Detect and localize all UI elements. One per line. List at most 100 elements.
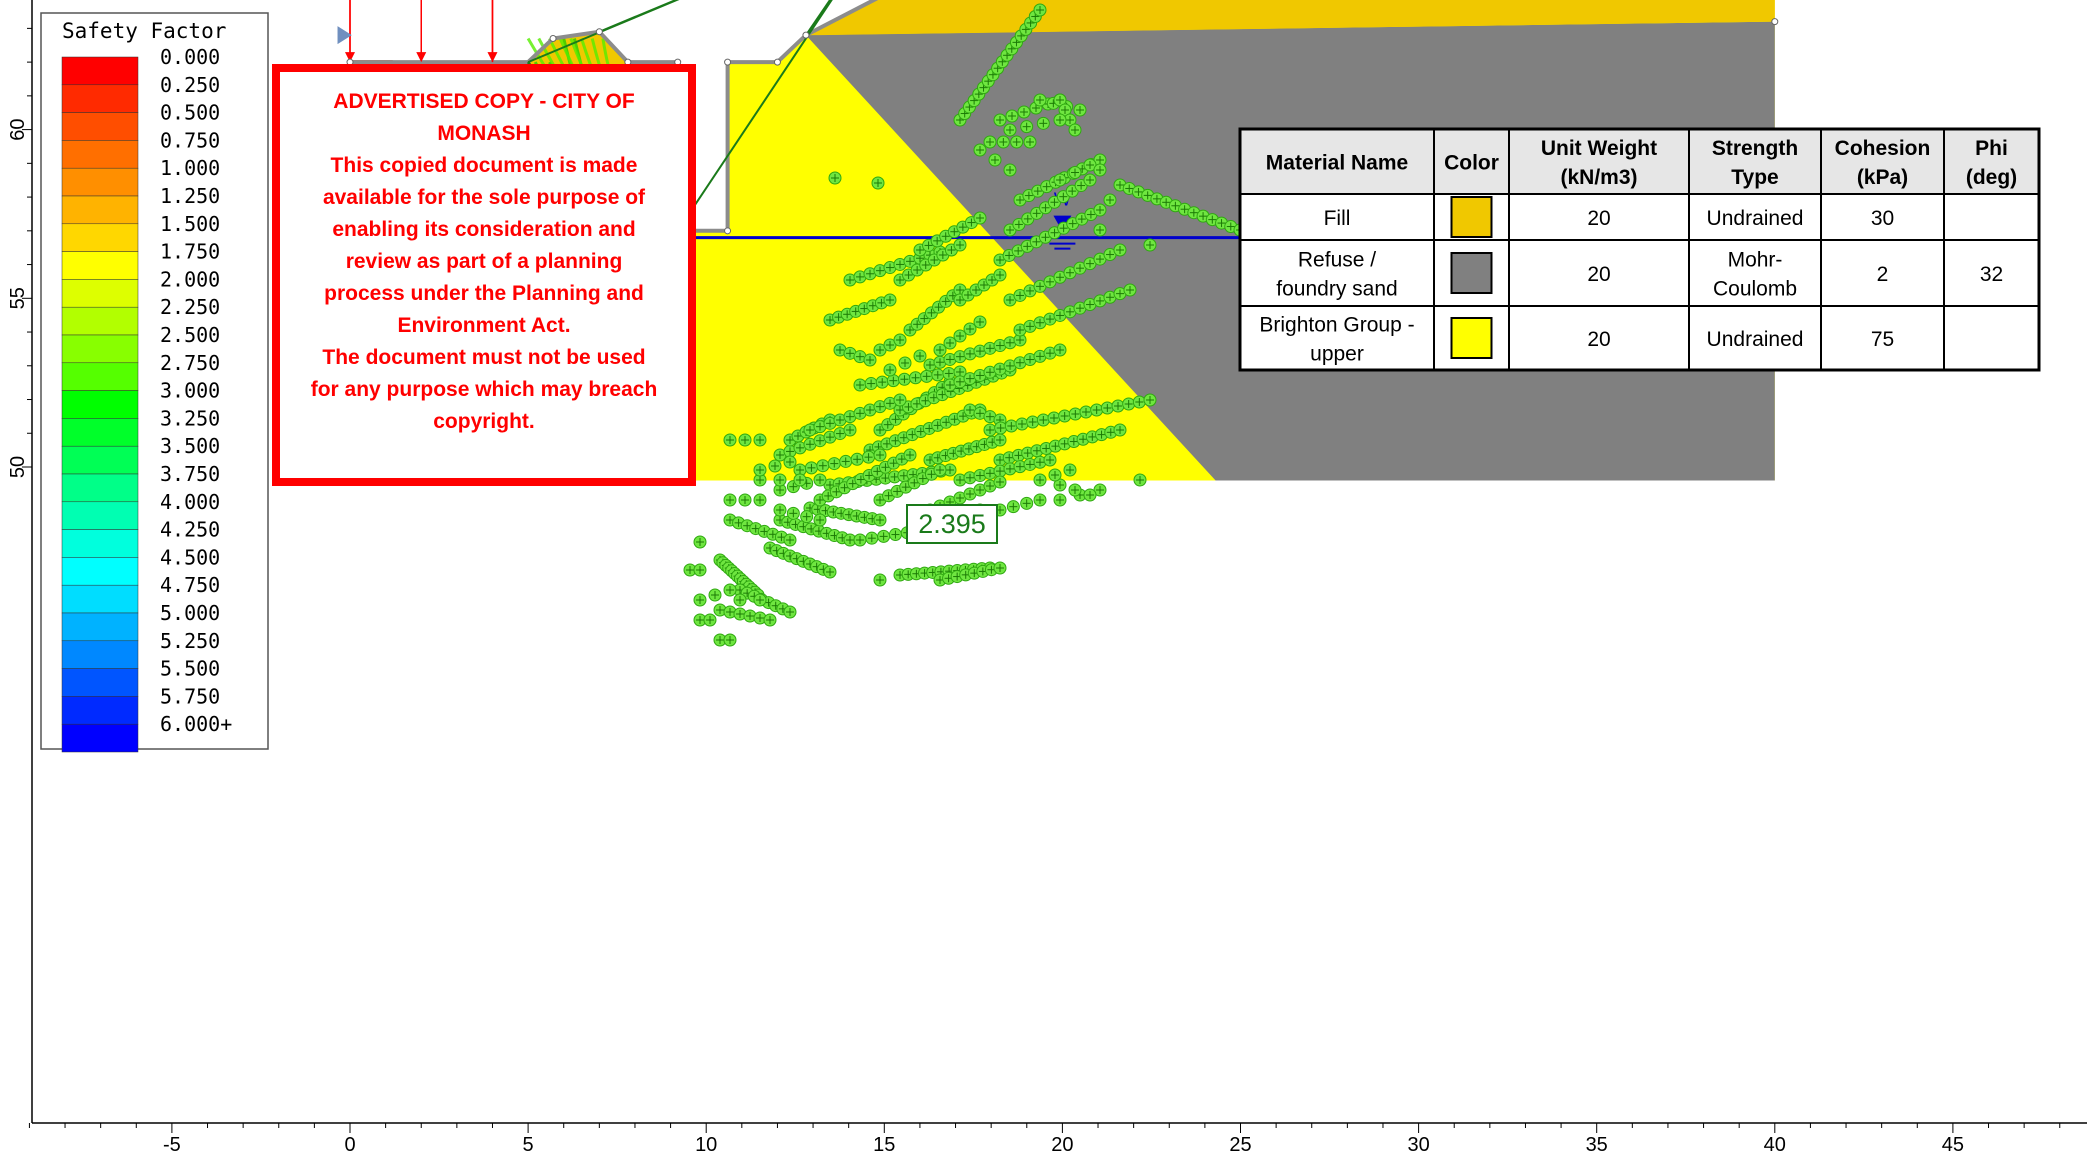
slip-center-point	[1033, 3, 1047, 17]
load-arrow-head-icon	[416, 52, 427, 63]
legend-swatch	[61, 445, 139, 475]
notice-line: for any purpose which may breach	[311, 378, 658, 401]
slip-center-point	[877, 529, 891, 543]
legend-swatch	[61, 167, 139, 197]
advertised-copy-notice: ADVERTISED COPY - CITY OF MONASH This copi…	[272, 64, 696, 486]
vertex	[1771, 18, 1779, 26]
slip-center-point	[973, 368, 987, 382]
legend-label: 2.250	[160, 295, 220, 319]
slip-center-point	[873, 513, 887, 527]
slip-center-point	[983, 341, 997, 355]
slip-center-point	[843, 346, 857, 360]
critical-radius-line	[598, 0, 679, 33]
slip-center-point	[1093, 483, 1107, 497]
slip-center-point	[723, 633, 737, 647]
notice-line: process under the Planning and	[324, 282, 644, 305]
slip-center-point	[1006, 500, 1020, 514]
slip-center-point	[1100, 401, 1114, 415]
legend-label: 3.000	[160, 379, 220, 403]
legend-label: 0.250	[160, 73, 220, 97]
slip-center-point	[1033, 493, 1047, 507]
slip-center-point	[993, 464, 1007, 478]
legend-label: 4.750	[160, 573, 220, 597]
slip-center-point	[993, 433, 1007, 447]
slip-center-point	[864, 377, 878, 391]
legend-swatch	[61, 362, 139, 391]
slip-center-point	[863, 403, 877, 417]
material-color-swatch	[1450, 196, 1493, 238]
slip-center-point	[1020, 496, 1034, 510]
slip-center-point	[963, 322, 977, 336]
slip-center-point	[723, 433, 737, 447]
table-cell: Refuse /	[1298, 249, 1376, 272]
slip-center-point	[723, 493, 737, 507]
slip-center-point	[1068, 166, 1082, 179]
slip-center-point	[993, 268, 1007, 282]
slip-center-point	[839, 454, 853, 468]
legend-swatch	[61, 557, 139, 586]
table-cell: 20	[1587, 328, 1610, 351]
slip-center-point	[983, 466, 997, 480]
materials-table: Material Name Color Unit Weight (kN/m3) Stre…	[1238, 127, 2041, 372]
slip-center-point	[853, 350, 867, 364]
slip-center-point	[943, 336, 957, 350]
y-tick-label: 50	[7, 456, 29, 478]
slip-center-point	[983, 410, 997, 424]
slip-center-point	[693, 563, 707, 577]
table-header-cell: Unit Weight	[1541, 137, 1657, 160]
slip-center-point	[1058, 103, 1072, 117]
table-cell: 2	[1877, 263, 1889, 286]
slip-center-point	[1003, 336, 1017, 350]
slip-center-point	[883, 293, 897, 307]
vertex	[724, 58, 732, 66]
legend-label: 4.250	[160, 518, 220, 542]
slip-center-point	[804, 461, 818, 475]
x-tick-label: 25	[1229, 1134, 1251, 1155]
vertex	[773, 58, 781, 66]
slip-center-point	[1093, 153, 1107, 167]
slip-center-point	[953, 329, 967, 343]
slip-center-point	[753, 473, 767, 487]
slip-center-point	[993, 113, 1007, 127]
slip-center-point	[1033, 93, 1047, 107]
slip-center-point	[1023, 284, 1037, 298]
legend-swatch	[61, 112, 139, 141]
vertex	[724, 227, 732, 235]
slip-center-point	[988, 153, 1002, 167]
slip-center-point	[733, 593, 747, 607]
table-cell: Coulomb	[1713, 278, 1797, 301]
legend-label: 3.750	[160, 462, 220, 486]
legend-label: 1.500	[160, 212, 220, 236]
slip-center-point	[683, 563, 697, 577]
slip-center-point	[1013, 356, 1027, 370]
slip-center-point	[875, 375, 889, 389]
slip-center-point	[933, 343, 947, 357]
slip-center-point	[1133, 473, 1147, 487]
slip-center-point	[1053, 343, 1067, 357]
legend-label: 6.000+	[160, 712, 232, 736]
table-cell: Fill	[1324, 207, 1351, 230]
slip-center-point	[853, 406, 867, 420]
slip-center-point	[854, 473, 868, 487]
slip-center-point	[973, 344, 987, 358]
slip-center-point	[913, 349, 927, 363]
legend-label: 1.750	[160, 240, 220, 264]
x-tick-label: 0	[344, 1134, 355, 1155]
slip-center-point	[773, 503, 787, 517]
critical-fs-label: 2.395	[906, 504, 998, 544]
slip-center-point	[1010, 135, 1024, 149]
table-header-cell: Phi	[1975, 137, 2008, 160]
slip-center-point	[786, 506, 800, 520]
fill-region-right	[805, 0, 1775, 36]
slip-center-point	[853, 378, 867, 392]
slip-center-point	[1143, 238, 1157, 252]
slip-center-point	[963, 403, 977, 417]
slip-center-point	[953, 375, 967, 389]
slip-center-point	[1020, 120, 1034, 134]
slip-center-point	[993, 475, 1007, 489]
slip-center-point	[1053, 113, 1067, 127]
slip-center-point	[1005, 109, 1019, 123]
notice-line: copyright.	[433, 410, 535, 433]
slip-center-point	[853, 270, 867, 284]
legend-swatch	[61, 723, 139, 753]
